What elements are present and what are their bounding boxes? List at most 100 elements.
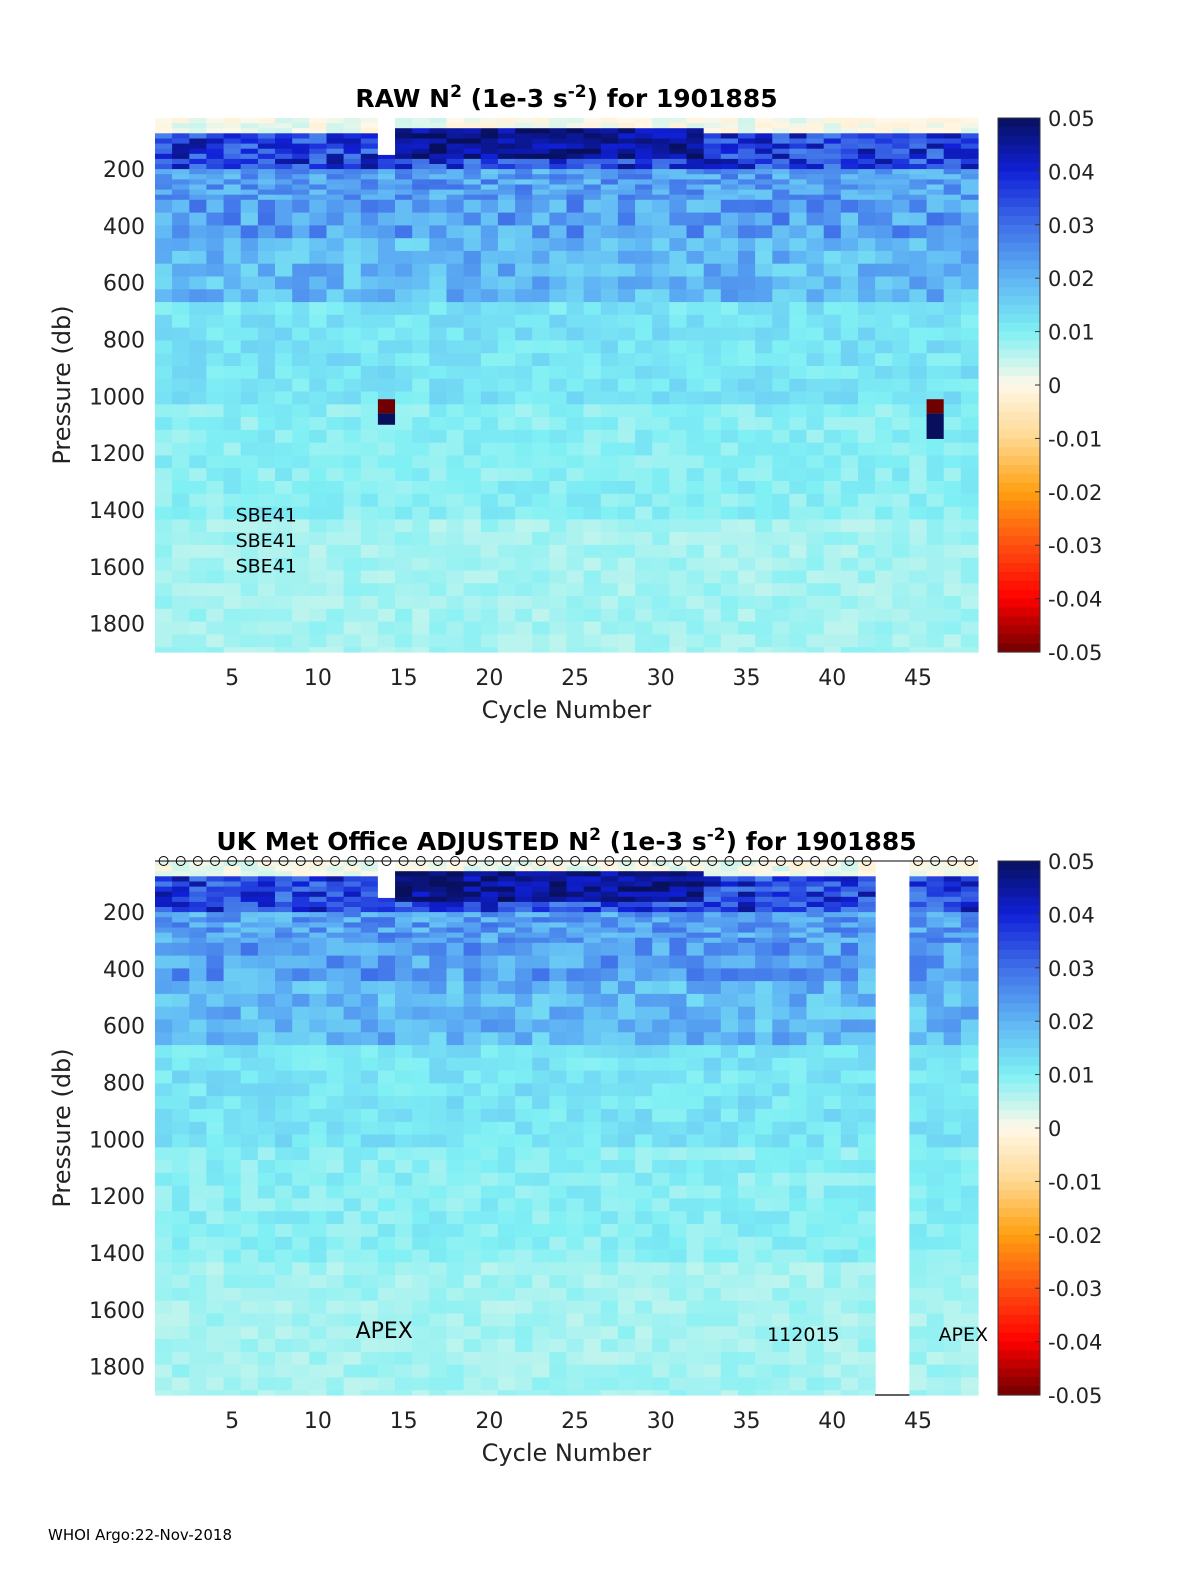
heatmap-cell [943, 194, 962, 201]
heatmap-cell [395, 133, 413, 139]
heatmap-cell [155, 1339, 173, 1353]
heatmap-cell [858, 353, 876, 367]
heatmap-cell [720, 481, 739, 495]
heatmap-cell [292, 169, 310, 175]
heatmap-cell [738, 1109, 756, 1123]
heatmap-cell [617, 1390, 636, 1396]
heatmap-cell [532, 404, 550, 418]
heatmap-cell [292, 153, 310, 160]
heatmap-cell [326, 881, 345, 888]
heatmap-cell [172, 493, 190, 508]
heatmap-cell [549, 896, 568, 903]
heatmap-cell [463, 391, 482, 405]
heatmap-cell [532, 1134, 550, 1148]
heatmap-cell [377, 1275, 396, 1289]
heatmap-cell [292, 179, 310, 186]
heatmap-cell [343, 922, 362, 929]
heatmap-cell [463, 429, 482, 444]
heatmap-cell [652, 1057, 670, 1072]
heatmap-cell [275, 891, 293, 898]
heatmap-cell [943, 1300, 962, 1315]
heatmap-cell [943, 276, 962, 290]
heatmap-cell [789, 922, 808, 929]
heatmap-cell [583, 1390, 602, 1396]
heatmap-cell [309, 481, 327, 495]
heatmap-cell [155, 896, 173, 903]
heatmap-cell [446, 1262, 465, 1276]
heatmap-cell [395, 468, 413, 482]
heatmap-cell [309, 133, 327, 139]
heatmap-cell [497, 596, 516, 610]
heatmap-cell [275, 378, 293, 393]
heatmap-cell [206, 340, 225, 354]
heatmap-cell [497, 1377, 516, 1391]
heatmap-cell [326, 876, 345, 882]
heatmap-cell [429, 442, 447, 457]
heatmap-cell [789, 174, 808, 180]
heatmap-cell [463, 184, 482, 191]
heatmap-cell [326, 1032, 345, 1046]
heatmap-cell [686, 263, 705, 278]
heatmap-cell [429, 468, 447, 482]
heatmap-cell [858, 128, 876, 134]
heatmap-cell [720, 891, 739, 898]
heatmap-cell [583, 263, 602, 278]
heatmap-cell [189, 1019, 207, 1033]
heatmap-cell [429, 886, 447, 893]
heatmap-cell [292, 225, 310, 239]
heatmap-cell [909, 1351, 928, 1366]
heatmap-cell [566, 1019, 585, 1033]
heatmap-cell [789, 1300, 808, 1315]
heatmap-cell [497, 238, 516, 252]
heatmap-cell [909, 1377, 928, 1391]
heatmap-cell [600, 544, 619, 559]
heatmap-cell [755, 927, 773, 934]
heatmap-cell [532, 1045, 550, 1059]
heatmap-cell [858, 932, 876, 939]
heatmap-cell [875, 194, 893, 201]
heatmap-cell [292, 1160, 310, 1174]
heatmap-cell [926, 901, 945, 908]
heatmap-cell [926, 378, 945, 393]
heatmap-cell [926, 544, 945, 559]
heatmap-cell [429, 1045, 447, 1059]
heatmap-cell [223, 1351, 242, 1366]
heatmap-cell [703, 866, 722, 872]
heatmap-cell [515, 391, 533, 405]
heatmap-cell [480, 608, 499, 623]
heatmap-cell [412, 148, 430, 155]
heatmap-cell [549, 1198, 568, 1212]
heatmap-cell [943, 153, 962, 160]
heatmap-cell [926, 621, 945, 635]
heatmap-cell [806, 519, 825, 533]
heatmap-cell [463, 907, 482, 913]
heatmap-cell [155, 1147, 173, 1161]
heatmap-cell [326, 1083, 345, 1097]
heatmap-cell [703, 493, 722, 508]
heatmap-cell [343, 1109, 362, 1123]
heatmap-cell [429, 128, 447, 134]
heatmap-cell [806, 912, 825, 918]
heatmap-cell [515, 993, 533, 1008]
heatmap-cell [943, 340, 962, 354]
heatmap-cell [720, 194, 739, 201]
heatmap-cell [326, 133, 345, 139]
heatmap-cell [858, 942, 876, 957]
heatmap-cell [360, 1377, 379, 1391]
heatmap-cell [549, 1109, 568, 1123]
heatmap-cell [909, 391, 928, 405]
colorbar-segment [998, 358, 1040, 368]
heatmap-cell [532, 881, 550, 888]
heatmap-cell [635, 544, 653, 559]
heatmap-cell [738, 199, 756, 214]
heatmap-cell [720, 1339, 739, 1353]
heatmap-cell [566, 189, 585, 196]
heatmap-cell [395, 1109, 413, 1123]
heatmap-cell [686, 250, 705, 265]
heatmap-cell [223, 876, 242, 882]
heatmap-cell [772, 302, 790, 316]
heatmap-cell [532, 1070, 550, 1084]
heatmap-cell [755, 378, 773, 393]
heatmap-cell [446, 1109, 465, 1123]
heatmap-cell [429, 506, 447, 520]
